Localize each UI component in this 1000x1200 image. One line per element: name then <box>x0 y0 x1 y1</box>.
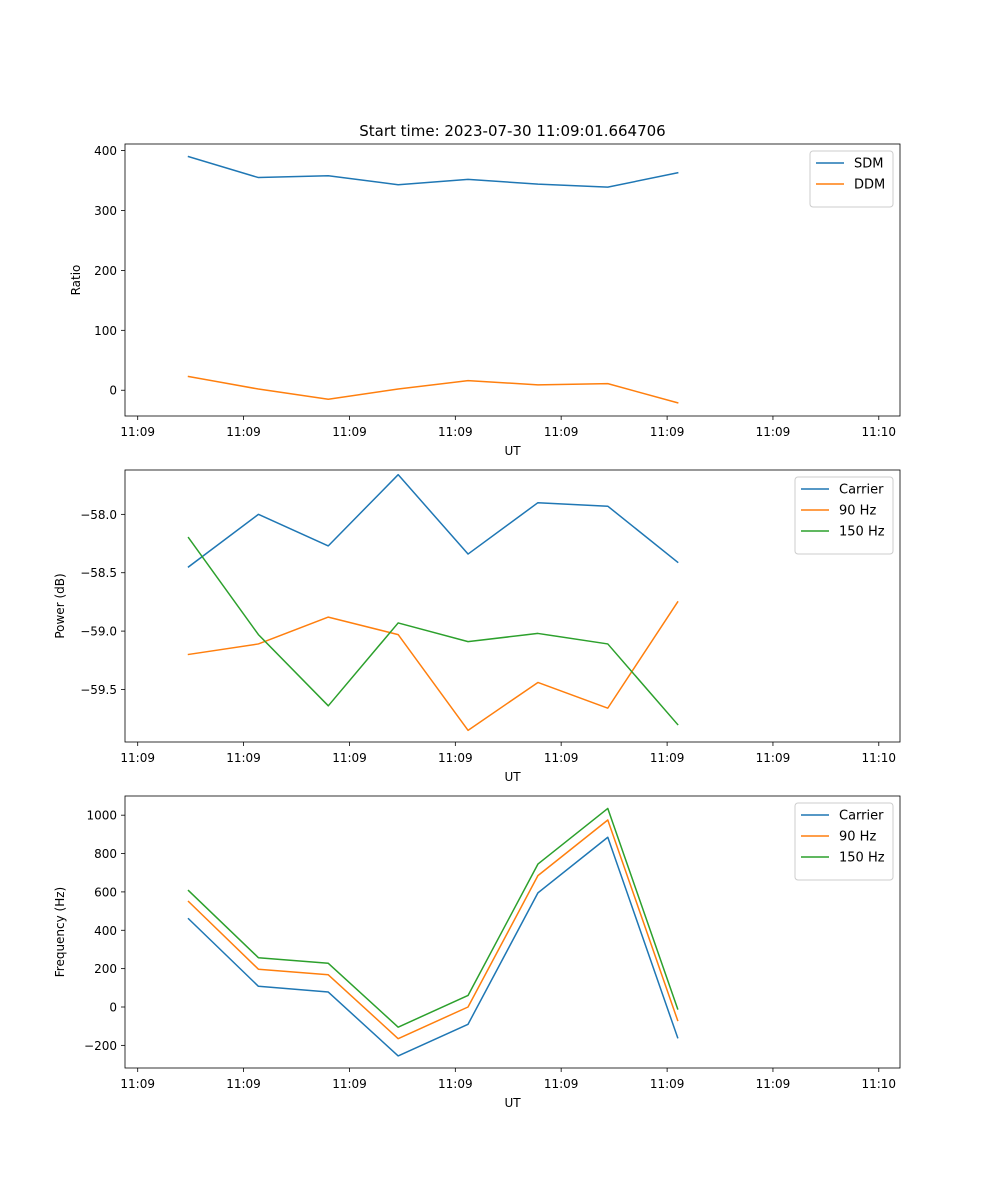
legend-label: 150 Hz <box>839 851 885 866</box>
x-tick-label: 11:09 <box>226 751 261 765</box>
x-tick-label: 11:09 <box>226 1077 261 1091</box>
x-tick-label: 11:09 <box>650 751 685 765</box>
x-tick-label: 11:09 <box>332 425 367 439</box>
legend: Carrier 90 Hz 150 Hz <box>794 802 894 881</box>
x-tick-label: 11:09 <box>650 425 685 439</box>
legend: Carrier 90 Hz 150 Hz <box>794 476 894 555</box>
x-tick-label: 11:10 <box>861 425 896 439</box>
x-tick-label: 11:09 <box>756 751 791 765</box>
figure-title: Start time: 2023-07-30 11:09:01.664706 <box>359 122 665 140</box>
x-tick-label: 11:09 <box>332 751 367 765</box>
x-tick-label: 11:09 <box>544 425 579 439</box>
y-axis-label: Power (dB) <box>53 573 67 638</box>
x-tick-label: 11:09 <box>438 751 473 765</box>
y-tick-label: 200 <box>94 264 117 278</box>
series-line-carrier <box>187 836 679 1057</box>
x-tick-label: 11:09 <box>650 1077 685 1091</box>
legend-label: Carrier <box>839 483 884 498</box>
axes-frame <box>124 795 901 1069</box>
series-line-150-hz <box>187 807 679 1028</box>
series-line-sdm <box>187 155 679 188</box>
x-axis-label: UT <box>504 770 521 784</box>
x-tick-label: 11:09 <box>756 425 791 439</box>
axes-frame <box>124 143 901 417</box>
y-tick-label: 0 <box>109 384 117 398</box>
legend-label: 150 Hz <box>839 525 885 540</box>
x-tick-label: 11:09 <box>438 425 473 439</box>
x-tick-label: 11:09 <box>544 751 579 765</box>
y-tick-label: 0 <box>109 1001 117 1015</box>
legend-label: SDM <box>854 157 883 172</box>
legend-label: 90 Hz <box>839 504 876 519</box>
y-tick-label: −59.0 <box>80 625 117 639</box>
legend-label: DDM <box>854 178 885 193</box>
x-tick-label: 11:09 <box>120 751 155 765</box>
y-axis-label: Ratio <box>69 265 83 296</box>
y-tick-label: −58.0 <box>80 508 117 522</box>
y-tick-label: 800 <box>94 847 117 861</box>
plot-1: 11:09 11:09 11:09 11:09 11:09 11:09 11:09 11:10… <box>69 143 901 458</box>
series-line-carrier <box>187 473 679 568</box>
x-axis-label: UT <box>504 444 521 458</box>
y-tick-label: 100 <box>94 324 117 338</box>
x-tick-label: 11:09 <box>438 1077 473 1091</box>
axes-frame <box>124 469 901 743</box>
y-tick-label: 400 <box>94 924 117 938</box>
y-tick-label: −200 <box>84 1039 117 1053</box>
plot-2: 11:09 11:09 11:09 11:09 11:09 11:09 11:09 11:10… <box>53 469 901 784</box>
x-tick-label: 11:09 <box>756 1077 791 1091</box>
legend-label: Carrier <box>839 809 884 824</box>
series-line-90-hz <box>187 819 679 1040</box>
y-tick-label: −59.5 <box>80 683 117 697</box>
x-tick-label: 11:09 <box>120 425 155 439</box>
legend-label: 90 Hz <box>839 830 876 845</box>
y-tick-label: 400 <box>94 144 117 158</box>
y-tick-label: 300 <box>94 204 117 218</box>
x-tick-label: 11:09 <box>226 425 261 439</box>
x-axis-label: UT <box>504 1096 521 1110</box>
x-tick-label: 11:09 <box>332 1077 367 1091</box>
legend-box <box>794 476 894 555</box>
series-line-ddm <box>187 375 679 404</box>
x-tick-label: 11:10 <box>861 1077 896 1091</box>
legend: SDM DDM <box>809 150 894 208</box>
y-tick-label: 600 <box>94 885 117 899</box>
y-tick-label: −58.5 <box>80 566 117 580</box>
y-tick-label: 200 <box>94 962 117 976</box>
legend-box <box>809 150 894 208</box>
y-axis-label: Frequency (Hz) <box>53 887 67 978</box>
y-tick-label: 1000 <box>86 809 117 823</box>
plot-3: 11:09 11:09 11:09 11:09 11:09 11:09 11:09 11:10… <box>53 795 901 1110</box>
x-tick-label: 11:09 <box>544 1077 579 1091</box>
legend-box <box>794 802 894 881</box>
x-tick-label: 11:09 <box>120 1077 155 1091</box>
series-line-150-hz <box>187 536 679 726</box>
series-line-90-hz <box>187 600 679 732</box>
x-tick-label: 11:10 <box>861 751 896 765</box>
